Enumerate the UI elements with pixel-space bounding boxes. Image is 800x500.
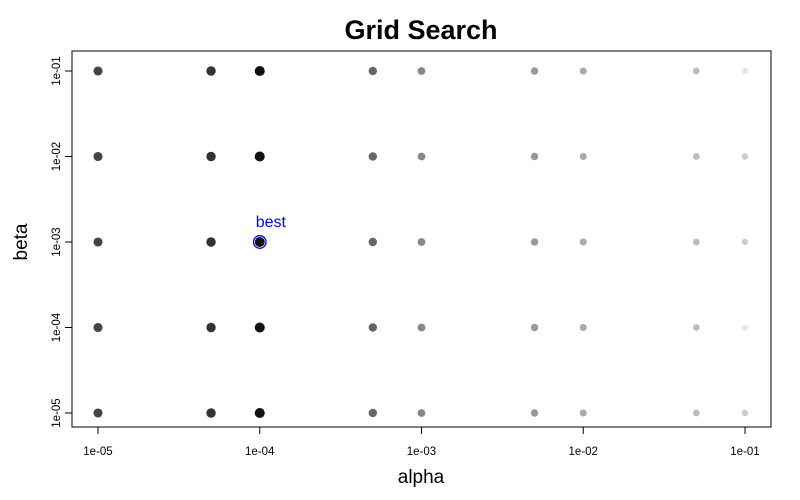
data-point xyxy=(368,237,378,247)
x-axis: 1e-05 1e-04 1e-03 1e-02 1e-01 xyxy=(83,427,760,458)
data-point xyxy=(692,238,700,246)
y-tick-label: 1e-02 xyxy=(51,142,63,171)
data-point xyxy=(692,324,700,331)
best-marker-layer: best xyxy=(252,214,287,249)
y-tick-label: 1e-01 xyxy=(51,56,63,85)
data-points xyxy=(93,65,749,419)
data-point xyxy=(417,67,426,75)
data-point xyxy=(206,237,216,247)
data-point xyxy=(206,66,216,76)
y-axis-label: beta xyxy=(11,223,32,260)
data-point xyxy=(530,152,539,161)
y-tick-label: 1e-05 xyxy=(51,398,63,427)
y-tick-label: 1e-04 xyxy=(51,312,63,342)
x-tick-label: 1e-02 xyxy=(569,446,598,458)
data-point xyxy=(368,66,378,76)
data-point xyxy=(254,407,265,419)
data-point xyxy=(93,66,103,76)
data-point xyxy=(579,152,587,161)
data-point xyxy=(368,152,378,161)
x-tick-label: 1e-01 xyxy=(730,446,759,458)
data-point xyxy=(530,409,539,417)
data-point xyxy=(579,409,587,417)
data-point xyxy=(579,67,587,75)
data-point xyxy=(417,323,426,332)
data-point xyxy=(254,151,265,162)
data-point xyxy=(417,238,426,246)
y-axis: 1e-05 1e-04 1e-03 1e-02 1e-01 xyxy=(51,56,72,428)
data-point xyxy=(579,238,587,246)
data-point xyxy=(93,237,103,247)
data-point xyxy=(254,65,265,77)
data-point xyxy=(741,409,749,417)
data-point xyxy=(368,408,378,418)
data-point xyxy=(417,409,426,417)
data-point xyxy=(93,322,103,333)
data-point xyxy=(530,323,539,332)
data-point xyxy=(692,409,700,417)
data-point xyxy=(742,68,748,74)
data-point xyxy=(530,238,539,246)
x-axis-label: alpha xyxy=(398,467,445,488)
y-tick-label: 1e-03 xyxy=(51,227,63,256)
data-point xyxy=(93,408,103,418)
data-point xyxy=(692,67,700,75)
data-point xyxy=(741,238,749,246)
best-annotation: best xyxy=(256,214,287,231)
data-point xyxy=(206,322,216,333)
data-point xyxy=(741,153,749,160)
data-point xyxy=(206,408,216,418)
data-point xyxy=(254,236,265,248)
x-tick-label: 1e-03 xyxy=(407,446,436,458)
data-point xyxy=(254,322,265,333)
data-point xyxy=(368,323,378,332)
data-point xyxy=(692,153,700,160)
x-tick-label: 1e-05 xyxy=(83,446,112,458)
data-point xyxy=(742,324,748,331)
data-point xyxy=(206,151,216,162)
x-tick-label: 1e-04 xyxy=(245,446,275,458)
chart-title: Grid Search xyxy=(344,15,497,45)
data-point xyxy=(530,67,539,75)
data-point xyxy=(417,152,426,161)
data-point xyxy=(93,151,103,162)
best-point-ring xyxy=(252,235,267,249)
data-point xyxy=(579,323,587,332)
